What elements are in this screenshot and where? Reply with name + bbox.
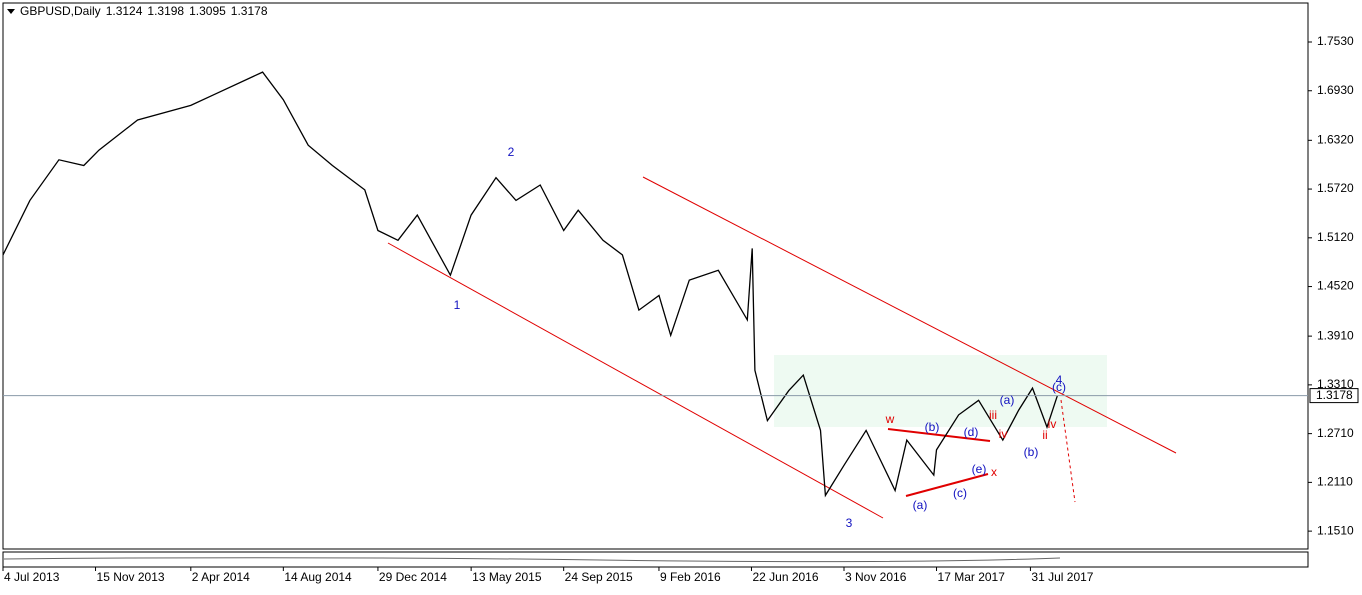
- wave-label: iv: [999, 427, 1008, 441]
- price-tag: [1309, 388, 1359, 404]
- wave-label: (b): [925, 420, 940, 434]
- y-tick-label: 1.6320: [1317, 132, 1354, 146]
- y-tick-label: 1.2710: [1317, 426, 1354, 440]
- y-tick-label: 1.7530: [1317, 34, 1354, 48]
- close: 1.3178: [230, 4, 268, 18]
- y-tick-label: 1.3310: [1317, 377, 1354, 391]
- x-tick-label: 17 Mar 2017: [938, 570, 1006, 584]
- x-tick-label: 9 Feb 2016: [660, 570, 721, 584]
- wave-label: (e): [972, 462, 987, 476]
- indicator-frame: [2, 551, 1309, 568]
- plot-frame: [2, 2, 1309, 550]
- y-tick-label: 1.6930: [1317, 83, 1354, 97]
- x-tick-label: 24 Sep 2015: [565, 570, 633, 584]
- symbol: GBPUSD,Daily: [20, 4, 101, 18]
- wave-label: iii: [989, 408, 997, 422]
- x-tick-label: 31 Jul 2017: [1031, 570, 1093, 584]
- y-tick-label: 1.1510: [1317, 523, 1354, 537]
- y-tick-label: 1.5720: [1317, 181, 1354, 195]
- x-tick-label: 14 Aug 2014: [284, 570, 352, 584]
- wave-label: x: [991, 465, 997, 479]
- wave-label: (b): [1024, 445, 1039, 459]
- channel-line: [387, 242, 884, 519]
- triangle-line: [887, 428, 991, 442]
- projection-line: [1060, 399, 1076, 503]
- x-tick-label: 2 Apr 2014: [192, 570, 250, 584]
- open: 1.3124: [105, 4, 143, 18]
- channel-line: [642, 176, 1177, 454]
- wave-label: ii: [1042, 428, 1047, 442]
- collapse-icon: [7, 9, 15, 14]
- x-tick-label: 3 Nov 2016: [845, 570, 907, 584]
- x-tick-label: 22 Jun 2016: [752, 570, 818, 584]
- wave-label: (a): [913, 498, 928, 512]
- triangle-line: [905, 473, 989, 497]
- low: 1.3095: [189, 4, 226, 18]
- x-tick-label: 4 Jul 2013: [4, 570, 60, 584]
- indicator-line: [3, 557, 1061, 563]
- wave-label: 4: [1056, 373, 1063, 387]
- wave-label: 2: [508, 145, 515, 159]
- x-tick-label: 29 Dec 2014: [379, 570, 447, 584]
- price-tag-label: 1.3178: [1316, 388, 1353, 402]
- wave-label: (c): [953, 486, 967, 500]
- wave-label: 1: [454, 298, 461, 312]
- y-tick-label: 1.2110: [1317, 475, 1353, 489]
- wave-label: w: [885, 412, 895, 426]
- wave-label: iv: [1048, 417, 1057, 431]
- x-tick-label: 15 Nov 2013: [97, 570, 165, 584]
- y-tick-label: 1.3910: [1317, 328, 1354, 342]
- x-tick-label: 13 May 2015: [472, 570, 542, 584]
- header: GBPUSD,Daily 1.3124 1.3198 1.3095 1.3178: [20, 4, 273, 18]
- wave-label: (c): [1052, 380, 1066, 394]
- wave-label: (a): [1000, 393, 1015, 407]
- price-line: [2, 71, 1059, 498]
- y-tick-label: 1.4520: [1317, 279, 1354, 293]
- wave-label: (d): [964, 425, 979, 439]
- high: 1.3198: [147, 4, 185, 18]
- y-tick-label: 1.5120: [1317, 230, 1354, 244]
- wave-label: 3: [846, 516, 853, 530]
